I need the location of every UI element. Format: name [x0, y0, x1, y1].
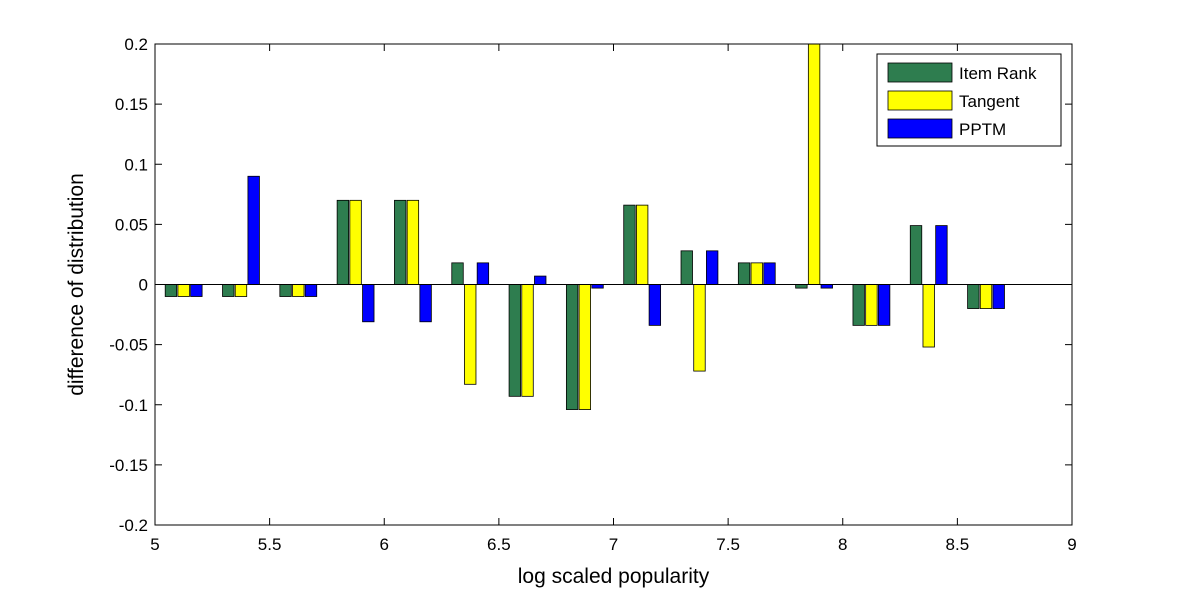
bar-item-rank-11 — [795, 284, 808, 289]
bar-tangent-0 — [177, 284, 190, 297]
bar-pptm-9 — [706, 250, 719, 285]
bar-tangent-12 — [865, 284, 878, 326]
x-tick-label: 5.5 — [258, 535, 282, 554]
bar-item-rank-7 — [565, 284, 579, 410]
legend-label-pptm: PPTM — [959, 120, 1006, 139]
y-tick-label: -0.05 — [109, 336, 148, 355]
bar-pptm-5 — [476, 262, 490, 285]
bar-item-rank-6 — [508, 284, 521, 397]
x-tick-label: 6.5 — [487, 535, 511, 554]
bar-pptm-3 — [362, 284, 375, 323]
legend-swatch-tangent — [887, 90, 953, 111]
bar-item-rank-5 — [451, 262, 464, 285]
y-axis: -0.2 -0.15 -0.1 -0.05 0 0.05 0.1 0.15 0.2 — [109, 35, 1072, 535]
bar-tangent-5 — [464, 284, 477, 385]
legend-swatch-pptm — [887, 118, 953, 139]
x-tick-label: 5 — [150, 535, 159, 554]
bar-item-rank-12 — [852, 284, 865, 326]
y-tick-label: -0.1 — [119, 396, 148, 415]
bar-pptm-11 — [820, 284, 833, 289]
x-axis: 5 5.5 6 6.5 7 7.5 8 8.5 9 — [150, 44, 1077, 554]
bar-item-rank-13 — [909, 225, 923, 285]
y-tick-label: -0.15 — [109, 456, 148, 475]
legend: Item Rank Tangent PPTM — [876, 53, 1062, 147]
bar-item-rank-1 — [222, 284, 235, 297]
bar-item-rank-0 — [164, 284, 178, 297]
y-tick-label: 0.2 — [124, 35, 148, 54]
bar-pptm-13 — [935, 225, 948, 285]
y-tick-label: 0 — [139, 276, 148, 295]
x-tick-label: 7 — [609, 535, 618, 554]
bar-item-rank-8 — [623, 204, 636, 285]
bar-tangent-7 — [578, 284, 591, 410]
bar-item-rank-10 — [737, 262, 751, 285]
x-tick-label: 6 — [380, 535, 389, 554]
bar-pptm-0 — [190, 284, 203, 297]
bar-item-rank-9 — [680, 250, 693, 285]
bar-pptm-14 — [992, 284, 1005, 309]
y-tick-label: 0.15 — [115, 95, 148, 114]
bar-tangent-13 — [922, 284, 935, 348]
bar-pptm-2 — [304, 284, 318, 297]
bar-pptm-7 — [591, 284, 604, 289]
legend-label-tangent: Tangent — [959, 92, 1020, 111]
bar-tangent-8 — [636, 204, 649, 285]
bar-item-rank-3 — [336, 199, 350, 285]
bar-item-rank-2 — [279, 284, 292, 297]
y-axis-label: difference of distribution — [65, 173, 88, 396]
bar-pptm-10 — [763, 262, 776, 285]
legend-swatch-item-rank — [887, 62, 953, 83]
bar-item-rank-14 — [967, 284, 980, 309]
bar-pptm-1 — [247, 175, 260, 285]
bar-tangent-4 — [406, 199, 420, 285]
bar-tangent-10 — [750, 262, 763, 285]
bar-pptm-8 — [648, 284, 662, 326]
bar-tangent-3 — [349, 199, 362, 285]
bars-group — [164, 43, 1005, 410]
bar-tangent-2 — [292, 284, 305, 297]
y-tick-label: 0.1 — [124, 155, 148, 174]
x-axis-label: log scaled popularity — [518, 565, 710, 588]
x-tick-label: 7.5 — [716, 535, 740, 554]
x-tick-label: 8 — [838, 535, 847, 554]
legend-label-item-rank: Item Rank — [959, 64, 1037, 83]
bar-tangent-1 — [234, 284, 248, 297]
bar-pptm-12 — [877, 284, 891, 326]
y-tick-label: 0.05 — [115, 215, 148, 234]
y-tick-label: -0.2 — [119, 516, 148, 535]
bar-tangent-11 — [807, 43, 821, 285]
bar-item-rank-4 — [394, 199, 407, 285]
bar-pptm-6 — [534, 275, 547, 285]
bar-tangent-6 — [521, 284, 534, 397]
x-tick-label: 8.5 — [946, 535, 970, 554]
x-tick-label: 9 — [1067, 535, 1076, 554]
bar-pptm-4 — [419, 284, 432, 323]
bar-tangent-14 — [979, 284, 993, 309]
bar-tangent-9 — [693, 284, 706, 372]
